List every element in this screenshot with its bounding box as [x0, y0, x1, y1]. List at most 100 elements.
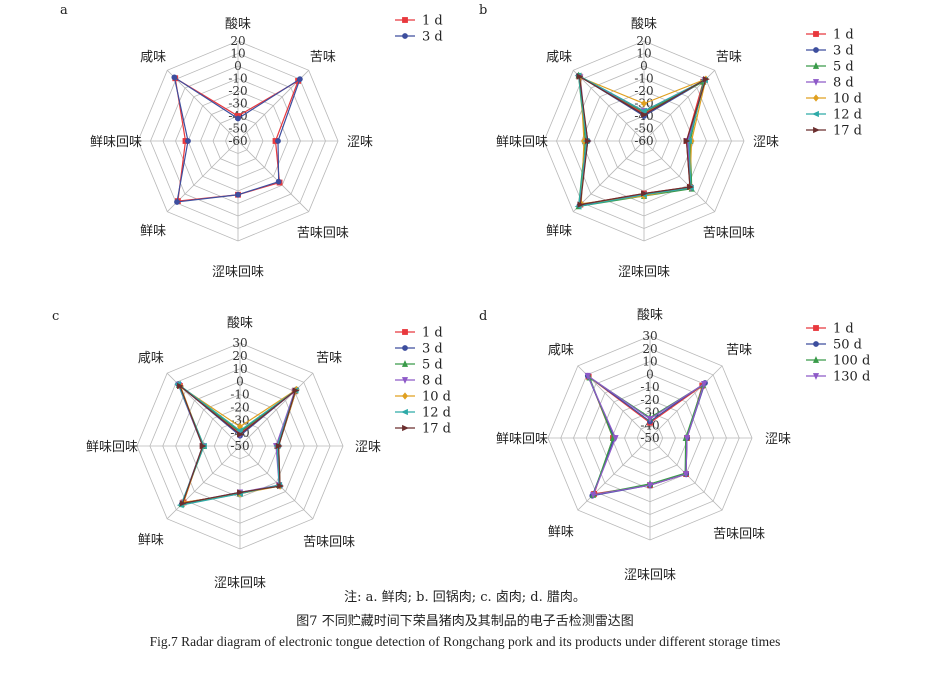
- axis-label: 涩味回味: [214, 576, 266, 591]
- axis-label: 酸味: [225, 17, 251, 32]
- legend-marker: [813, 47, 819, 53]
- legend-marker: [402, 17, 408, 23]
- grid-spoke: [573, 70, 645, 142]
- figure-caption-cn: 图7 不同贮藏时间下荣昌猪肉及其制品的电子舌检测雷达图: [296, 614, 634, 629]
- data-point: [277, 482, 284, 490]
- axis-label: 鲜味回味: [496, 432, 548, 447]
- data-point: [237, 431, 244, 438]
- axis-label: 苦味: [316, 350, 342, 366]
- tick-label: -30: [228, 97, 247, 111]
- axis-label: 苦味回味: [713, 526, 765, 542]
- legend-label: 50 d: [833, 338, 862, 353]
- data-point: [292, 387, 300, 394]
- legend-label: 130 d: [833, 370, 870, 385]
- axis-label: 苦味回味: [297, 225, 349, 241]
- panel-label: a: [60, 3, 68, 18]
- grid-spoke: [237, 140, 309, 212]
- panel-label: b: [479, 3, 487, 18]
- panel-label: d: [479, 309, 487, 324]
- legend-marker: [402, 424, 409, 432]
- tick-label: 0: [640, 59, 648, 73]
- data-point: [179, 500, 187, 507]
- data-point: [576, 73, 584, 80]
- axis-label: 咸味: [138, 351, 164, 366]
- grid-spoke: [643, 140, 715, 212]
- tick-label: -60: [634, 134, 653, 148]
- tick-label: 30: [232, 336, 247, 350]
- legend-marker: [402, 345, 408, 351]
- data-point: [185, 138, 191, 144]
- legend-label: 3 d: [833, 44, 854, 59]
- tick-label: 0: [234, 59, 242, 73]
- data-point: [702, 76, 710, 83]
- legend-label: 1 d: [833, 322, 854, 337]
- legend-marker: [812, 79, 820, 86]
- axis-label: 鲜味回味: [86, 440, 138, 455]
- data-point: [275, 178, 282, 185]
- tick-label: -20: [640, 393, 659, 407]
- axis-label: 鲜味: [138, 533, 164, 548]
- series-3d: [171, 74, 303, 205]
- legend-label: 8 d: [833, 76, 854, 91]
- legend-marker: [402, 329, 408, 335]
- axis-label: 涩味回味: [212, 265, 264, 280]
- data-point: [683, 137, 691, 145]
- data-point: [235, 115, 241, 122]
- legend-label: 17 d: [422, 422, 451, 437]
- legend-marker: [401, 408, 408, 416]
- axis-label: 酸味: [631, 17, 657, 32]
- axis-label: 苦味: [716, 49, 742, 65]
- axis-label: 咸味: [140, 50, 166, 65]
- data-point: [646, 482, 654, 490]
- legend-label: 10 d: [422, 390, 451, 405]
- data-point: [577, 201, 585, 208]
- data-point: [237, 489, 244, 496]
- data-point: [641, 99, 647, 108]
- data-point: [590, 491, 597, 499]
- tick-label: -50: [640, 431, 659, 445]
- tick-label: -50: [228, 122, 247, 136]
- data-point: [584, 372, 591, 380]
- data-point: [701, 381, 708, 388]
- axis-label: 涩味: [355, 440, 381, 455]
- legend-label: 5 d: [833, 60, 854, 75]
- tick-label: -60: [228, 134, 247, 148]
- grid-spoke: [573, 140, 645, 212]
- radar-panel-b: 20100-10-20-30-40-50-60酸味苦味涩味苦味回味涩味回味鲜味鲜…: [479, 3, 862, 280]
- panel-label: c: [52, 309, 59, 324]
- series-17d: [177, 382, 300, 507]
- legend-label: 1 d: [422, 326, 443, 341]
- tick-label: -20: [230, 400, 249, 414]
- legend-marker: [813, 31, 819, 37]
- legend-label: 17 d: [833, 124, 862, 139]
- data-point: [612, 435, 619, 442]
- axis-label: 涩味回味: [624, 568, 676, 583]
- axis-label: 咸味: [548, 343, 574, 358]
- tick-label: 20: [642, 342, 657, 356]
- legend: 1 d3 d5 d8 d10 d12 d17 d: [395, 326, 451, 437]
- legend-label: 12 d: [422, 406, 451, 421]
- radar-panel-c: 3020100-10-20-30-40-50酸味苦味涩味苦味回味涩味回味鲜味鲜味…: [52, 309, 451, 591]
- tick-label: 10: [230, 47, 245, 61]
- figure-caption-en: Fig.7 Radar diagram of electronic tongue…: [149, 634, 781, 649]
- tick-label: -10: [634, 72, 653, 86]
- legend-marker: [813, 94, 819, 102]
- legend-label: 5 d: [422, 358, 443, 373]
- axis-label: 涩味: [347, 135, 373, 150]
- axis-label: 涩味: [753, 135, 779, 150]
- tick-label: 30: [642, 329, 657, 343]
- legend-label: 1 d: [422, 14, 443, 29]
- series-130d: [584, 372, 708, 499]
- grid-spoke: [649, 365, 723, 439]
- legend-label: 1 d: [833, 28, 854, 43]
- axis-label: 鲜味: [548, 525, 574, 540]
- legend-marker: [812, 356, 820, 363]
- data-point: [235, 191, 241, 198]
- legend-marker: [813, 126, 820, 134]
- tick-label: 10: [636, 47, 651, 61]
- axis-label: 涩味回味: [618, 265, 670, 280]
- data-point: [641, 190, 648, 197]
- tick-label: -20: [228, 84, 247, 98]
- radar-panel-d: 3020100-10-20-30-40-50酸味苦味涩味苦味回味涩味回味鲜味鲜味…: [479, 308, 870, 583]
